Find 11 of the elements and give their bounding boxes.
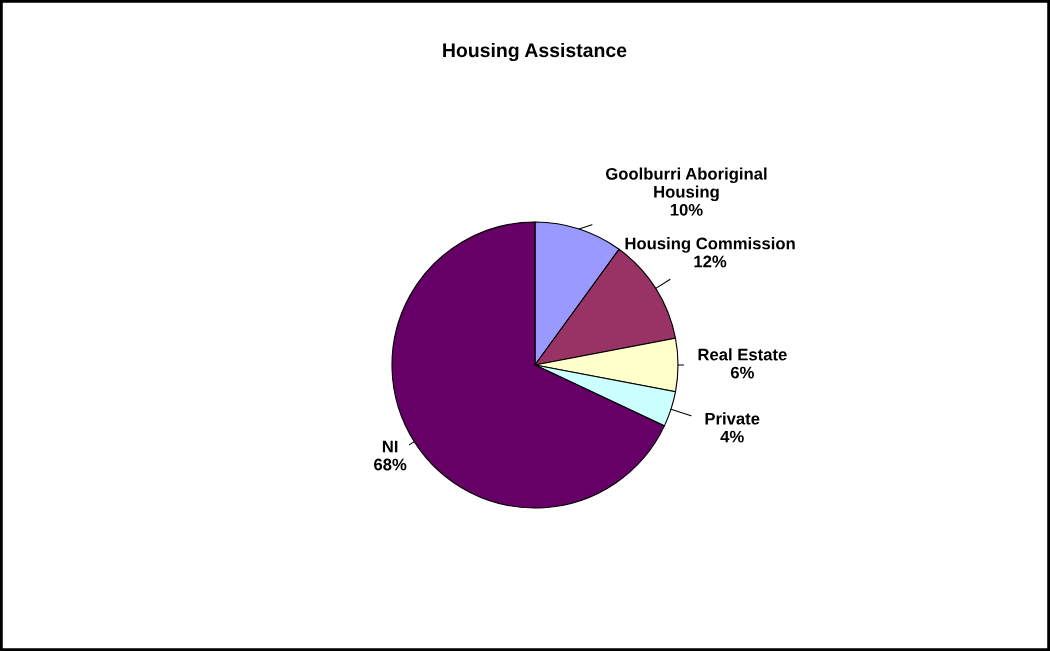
data-label: 68% [374,458,407,471]
data-label: 12% [694,255,727,268]
data-label: 6% [730,366,754,379]
chart-title: Housing Assistance [443,42,627,62]
data-label: 4% [720,430,744,443]
slice-label: Private [705,412,760,425]
slice-label: Goolburri Aboriginal Housing [605,167,767,202]
data-label: 10% [670,203,703,216]
slice-label: NI [382,440,398,453]
slice-label: Real Estate [698,348,787,361]
slice-label: Housing Commission [625,237,795,253]
